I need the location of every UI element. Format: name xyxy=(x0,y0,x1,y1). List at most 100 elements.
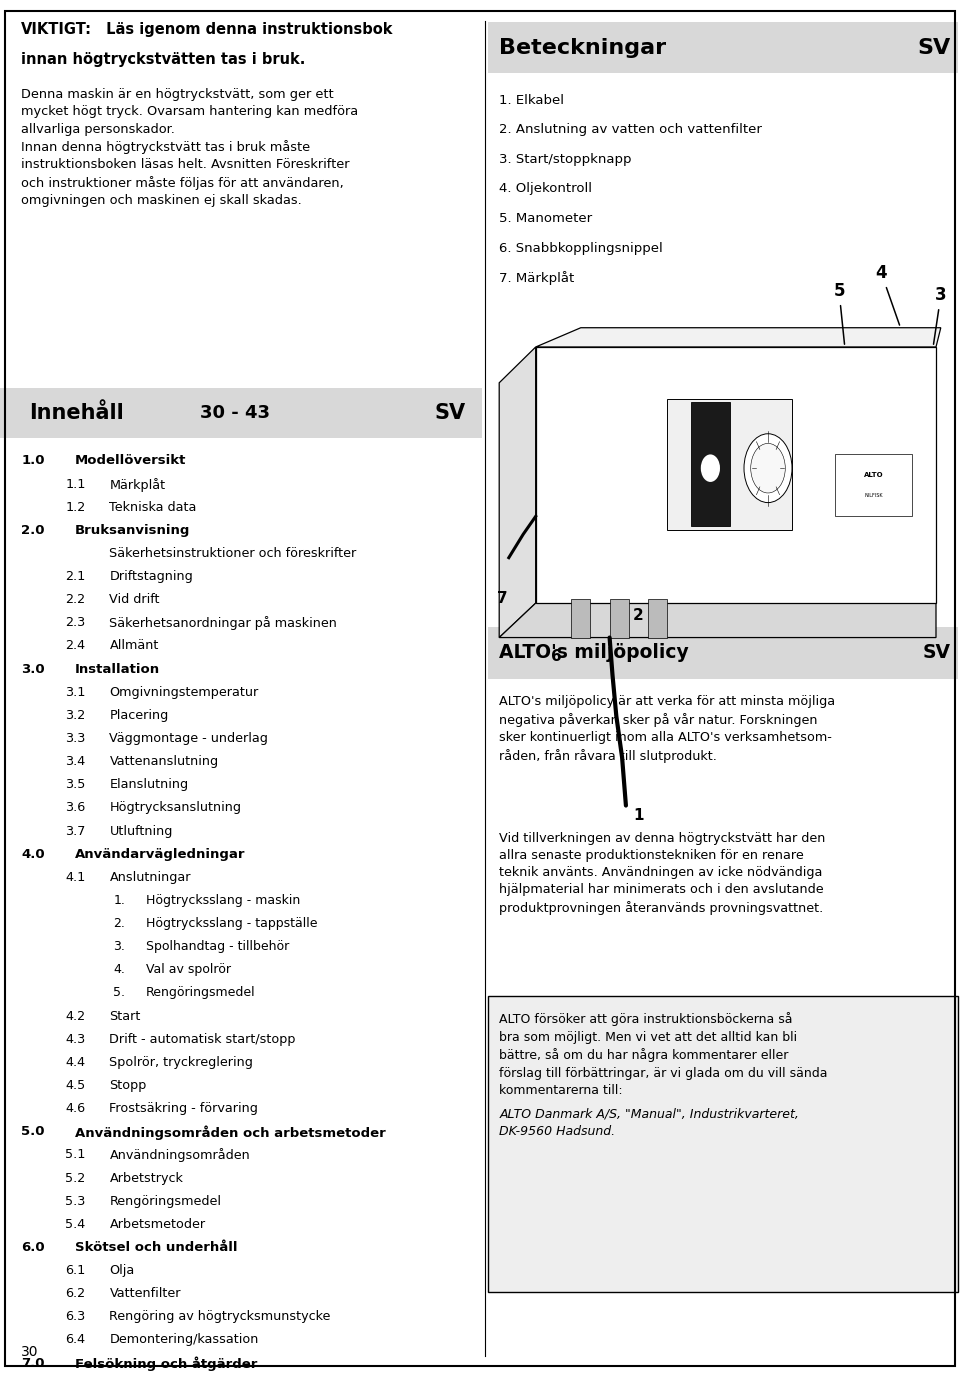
Text: Vid tillverkningen av denna högtryckstvätt har den
allra senaste produktionstekn: Vid tillverkningen av denna högtryckstvä… xyxy=(499,832,826,914)
Text: Omgivningstemperatur: Omgivningstemperatur xyxy=(109,686,258,698)
Text: Högtrycksslang - tappställe: Högtrycksslang - tappställe xyxy=(146,917,318,929)
Text: Frostsäkring - förvaring: Frostsäkring - förvaring xyxy=(109,1102,258,1115)
Text: 1: 1 xyxy=(634,808,643,822)
Text: Allmänt: Allmänt xyxy=(109,639,158,653)
Bar xyxy=(648,599,667,638)
Text: Driftstagning: Driftstagning xyxy=(109,570,193,582)
Text: Modellöversikt: Modellöversikt xyxy=(75,454,186,467)
Text: 3.4: 3.4 xyxy=(65,755,85,768)
Text: Väggmontage - underlag: Väggmontage - underlag xyxy=(109,733,268,745)
Text: 3.1: 3.1 xyxy=(65,686,85,698)
Text: 2.0: 2.0 xyxy=(21,523,44,537)
Text: Spolhandtag - tillbehör: Spolhandtag - tillbehör xyxy=(146,940,289,953)
Bar xyxy=(488,996,958,1292)
Circle shape xyxy=(701,454,720,482)
Text: SV: SV xyxy=(917,37,950,58)
Text: Val av spolrör: Val av spolrör xyxy=(146,964,231,976)
Text: 5.4: 5.4 xyxy=(65,1217,85,1231)
Text: 3.0: 3.0 xyxy=(21,662,45,676)
Text: 3. Start/stoppknapp: 3. Start/stoppknapp xyxy=(499,153,632,165)
Bar xyxy=(667,399,792,530)
Text: Arbetsmetoder: Arbetsmetoder xyxy=(109,1217,205,1231)
Text: NILFISK: NILFISK xyxy=(864,493,883,498)
Text: 30: 30 xyxy=(21,1345,38,1359)
Text: Högtrycksslang - maskin: Högtrycksslang - maskin xyxy=(146,894,300,907)
Text: Drift - automatisk start/stopp: Drift - automatisk start/stopp xyxy=(109,1033,296,1045)
Text: Arbetstryck: Arbetstryck xyxy=(109,1172,183,1184)
Text: 3.: 3. xyxy=(113,940,125,953)
Text: 6.4: 6.4 xyxy=(65,1333,85,1347)
Text: Demontering/kassation: Demontering/kassation xyxy=(109,1333,259,1347)
Text: 1.2: 1.2 xyxy=(65,501,85,514)
Text: Denna maskin är en högtryckstvätt, som ger ett
mycket högt tryck. Ovarsam hanter: Denna maskin är en högtryckstvätt, som g… xyxy=(21,88,358,207)
Polygon shape xyxy=(536,347,936,603)
Bar xyxy=(610,599,629,638)
Text: Skötsel och underhåll: Skötsel och underhåll xyxy=(75,1241,237,1254)
Text: Start: Start xyxy=(109,1009,141,1023)
Text: Vattenanslutning: Vattenanslutning xyxy=(109,755,219,768)
Text: Rengöring av högtrycksmunstycke: Rengöring av högtrycksmunstycke xyxy=(109,1311,331,1323)
Text: 7.0: 7.0 xyxy=(21,1356,44,1370)
Text: 4.0: 4.0 xyxy=(21,848,45,861)
Text: ALTO's miljöpolicy är att verka för att minsta möjliga
negativa påverkan sker på: ALTO's miljöpolicy är att verka för att … xyxy=(499,695,835,763)
Text: 2.4: 2.4 xyxy=(65,639,85,653)
Text: Spolrör, tryckreglering: Spolrör, tryckreglering xyxy=(109,1056,253,1069)
Text: 4.3: 4.3 xyxy=(65,1033,85,1045)
Text: 3.7: 3.7 xyxy=(65,825,85,837)
Text: Installation: Installation xyxy=(75,662,160,676)
Text: 4.2: 4.2 xyxy=(65,1009,85,1023)
Text: 2.2: 2.2 xyxy=(65,593,85,606)
Text: Säkerhetsanordningar på maskinen: Säkerhetsanordningar på maskinen xyxy=(109,617,337,631)
Text: 5.1: 5.1 xyxy=(65,1148,85,1161)
Text: Beteckningar: Beteckningar xyxy=(499,37,666,58)
Text: 5: 5 xyxy=(833,282,845,344)
Text: 7. Märkplåt: 7. Märkplåt xyxy=(499,271,574,285)
Text: SV: SV xyxy=(435,403,466,423)
Text: 2.: 2. xyxy=(113,917,125,929)
Text: 4.4: 4.4 xyxy=(65,1056,85,1069)
Text: Elanslutning: Elanslutning xyxy=(109,778,188,792)
Text: Vattenfilter: Vattenfilter xyxy=(109,1287,180,1300)
Circle shape xyxy=(751,443,785,493)
Text: 1.0: 1.0 xyxy=(21,454,44,467)
Text: Tekniska data: Tekniska data xyxy=(109,501,197,514)
Text: 4.5: 4.5 xyxy=(65,1080,85,1092)
Text: 6.0: 6.0 xyxy=(21,1241,45,1254)
Text: 4: 4 xyxy=(876,264,900,325)
Text: 5.2: 5.2 xyxy=(65,1172,85,1184)
Bar xyxy=(571,599,590,638)
Text: 3.3: 3.3 xyxy=(65,733,85,745)
Text: 5.0: 5.0 xyxy=(21,1125,44,1139)
Text: 3: 3 xyxy=(933,286,947,344)
Text: Olja: Olja xyxy=(109,1264,134,1276)
Bar xyxy=(0,388,482,438)
Text: 6: 6 xyxy=(551,650,563,664)
Text: VIKTIGT:: VIKTIGT: xyxy=(21,22,92,37)
Text: Stopp: Stopp xyxy=(109,1080,147,1092)
Polygon shape xyxy=(691,402,730,526)
Text: 1.: 1. xyxy=(113,894,125,907)
Text: 4.6: 4.6 xyxy=(65,1102,85,1115)
Text: 2.3: 2.3 xyxy=(65,617,85,629)
Text: 6.1: 6.1 xyxy=(65,1264,85,1276)
Text: 3.5: 3.5 xyxy=(65,778,85,792)
Text: Bruksanvisning: Bruksanvisning xyxy=(75,523,190,537)
Text: 4.1: 4.1 xyxy=(65,870,85,884)
Polygon shape xyxy=(536,328,941,347)
Text: 3.6: 3.6 xyxy=(65,801,85,814)
Text: Placering: Placering xyxy=(109,709,169,722)
Text: ALTO's miljöpolicy: ALTO's miljöpolicy xyxy=(499,643,689,662)
Text: 6.3: 6.3 xyxy=(65,1311,85,1323)
Text: Användningsområden: Användningsområden xyxy=(109,1148,251,1162)
Text: Anslutningar: Anslutningar xyxy=(109,870,191,884)
Polygon shape xyxy=(499,603,936,638)
Text: 2: 2 xyxy=(633,609,644,622)
Text: 1.1: 1.1 xyxy=(65,478,85,490)
Polygon shape xyxy=(499,347,536,638)
Bar xyxy=(488,627,958,679)
Text: SV: SV xyxy=(923,643,950,662)
Text: 7: 7 xyxy=(496,592,508,606)
Text: Rengöringsmedel: Rengöringsmedel xyxy=(146,986,255,1000)
Text: 30 - 43: 30 - 43 xyxy=(201,403,270,423)
Text: 6.2: 6.2 xyxy=(65,1287,85,1300)
